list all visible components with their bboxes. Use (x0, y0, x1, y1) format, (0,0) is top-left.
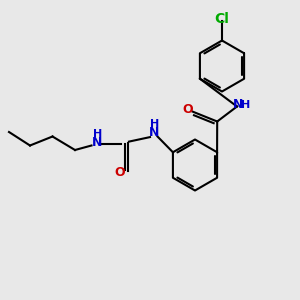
Text: N: N (149, 125, 160, 139)
Text: Cl: Cl (214, 13, 230, 26)
Text: N: N (92, 136, 103, 149)
Text: N: N (233, 98, 244, 112)
Text: O: O (115, 166, 125, 179)
Text: O: O (183, 103, 194, 116)
Text: H: H (242, 100, 250, 110)
Text: H: H (93, 129, 102, 140)
Text: H: H (150, 119, 159, 129)
